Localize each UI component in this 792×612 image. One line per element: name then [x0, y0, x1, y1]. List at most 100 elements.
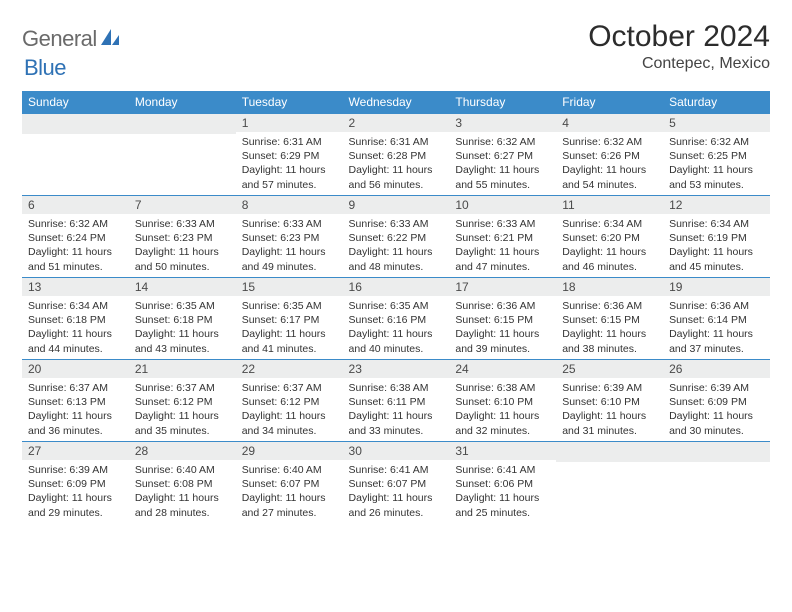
daylight-line: Daylight: 11 hours and 38 minutes. [562, 327, 657, 355]
day-number: 18 [556, 277, 663, 296]
sunset-line: Sunset: 6:18 PM [135, 313, 230, 327]
calendar-day-cell: 23Sunrise: 6:38 AMSunset: 6:11 PMDayligh… [343, 359, 450, 441]
day-number: 13 [22, 277, 129, 296]
sunset-line: Sunset: 6:26 PM [562, 149, 657, 163]
daylight-line: Daylight: 11 hours and 26 minutes. [349, 491, 444, 519]
day-number: 19 [663, 277, 770, 296]
sunset-line: Sunset: 6:06 PM [455, 477, 550, 491]
day-content: Sunrise: 6:32 AMSunset: 6:25 PMDaylight:… [663, 132, 770, 192]
brand-logo: General [22, 20, 123, 52]
weekday-header: Friday [556, 91, 663, 113]
sunset-line: Sunset: 6:10 PM [562, 395, 657, 409]
sunrise-line: Sunrise: 6:40 AM [242, 463, 337, 477]
calendar-day-cell: 25Sunrise: 6:39 AMSunset: 6:10 PMDayligh… [556, 359, 663, 441]
calendar-week-row: 13Sunrise: 6:34 AMSunset: 6:18 PMDayligh… [22, 277, 770, 359]
day-content: Sunrise: 6:36 AMSunset: 6:15 PMDaylight:… [449, 296, 556, 356]
calendar-day-cell [663, 441, 770, 523]
sunset-line: Sunset: 6:23 PM [135, 231, 230, 245]
sunrise-line: Sunrise: 6:37 AM [28, 381, 123, 395]
daylight-line: Daylight: 11 hours and 28 minutes. [135, 491, 230, 519]
daylight-line: Daylight: 11 hours and 29 minutes. [28, 491, 123, 519]
sunrise-line: Sunrise: 6:33 AM [349, 217, 444, 231]
daylight-line: Daylight: 11 hours and 49 minutes. [242, 245, 337, 273]
sunrise-line: Sunrise: 6:38 AM [455, 381, 550, 395]
sunrise-line: Sunrise: 6:33 AM [455, 217, 550, 231]
calendar-week-row: 27Sunrise: 6:39 AMSunset: 6:09 PMDayligh… [22, 441, 770, 523]
calendar-day-cell: 6Sunrise: 6:32 AMSunset: 6:24 PMDaylight… [22, 195, 129, 277]
daylight-line: Daylight: 11 hours and 37 minutes. [669, 327, 764, 355]
sunrise-line: Sunrise: 6:32 AM [28, 217, 123, 231]
day-content: Sunrise: 6:34 AMSunset: 6:18 PMDaylight:… [22, 296, 129, 356]
day-content: Sunrise: 6:39 AMSunset: 6:10 PMDaylight:… [556, 378, 663, 438]
calendar-day-cell: 7Sunrise: 6:33 AMSunset: 6:23 PMDaylight… [129, 195, 236, 277]
day-content: Sunrise: 6:31 AMSunset: 6:28 PMDaylight:… [343, 132, 450, 192]
sunset-line: Sunset: 6:22 PM [349, 231, 444, 245]
daylight-line: Daylight: 11 hours and 55 minutes. [455, 163, 550, 191]
daylight-line: Daylight: 11 hours and 27 minutes. [242, 491, 337, 519]
sunset-line: Sunset: 6:15 PM [562, 313, 657, 327]
calendar-body: 1Sunrise: 6:31 AMSunset: 6:29 PMDaylight… [22, 113, 770, 523]
sunrise-line: Sunrise: 6:35 AM [135, 299, 230, 313]
day-content: Sunrise: 6:34 AMSunset: 6:20 PMDaylight:… [556, 214, 663, 274]
daylight-line: Daylight: 11 hours and 53 minutes. [669, 163, 764, 191]
sunrise-line: Sunrise: 6:36 AM [455, 299, 550, 313]
sunrise-line: Sunrise: 6:39 AM [562, 381, 657, 395]
daylight-line: Daylight: 11 hours and 44 minutes. [28, 327, 123, 355]
sunset-line: Sunset: 6:07 PM [242, 477, 337, 491]
daylight-line: Daylight: 11 hours and 54 minutes. [562, 163, 657, 191]
daylight-line: Daylight: 11 hours and 56 minutes. [349, 163, 444, 191]
weekday-header: Saturday [663, 91, 770, 113]
sunset-line: Sunset: 6:07 PM [349, 477, 444, 491]
sunset-line: Sunset: 6:15 PM [455, 313, 550, 327]
calendar-day-cell: 31Sunrise: 6:41 AMSunset: 6:06 PMDayligh… [449, 441, 556, 523]
daylight-line: Daylight: 11 hours and 48 minutes. [349, 245, 444, 273]
day-number: 30 [343, 441, 450, 460]
day-number: 3 [449, 113, 556, 132]
daylight-line: Daylight: 11 hours and 33 minutes. [349, 409, 444, 437]
day-content: Sunrise: 6:41 AMSunset: 6:07 PMDaylight:… [343, 460, 450, 520]
daylight-line: Daylight: 11 hours and 31 minutes. [562, 409, 657, 437]
sunrise-line: Sunrise: 6:31 AM [349, 135, 444, 149]
calendar-day-cell: 15Sunrise: 6:35 AMSunset: 6:17 PMDayligh… [236, 277, 343, 359]
sunset-line: Sunset: 6:20 PM [562, 231, 657, 245]
day-content: Sunrise: 6:38 AMSunset: 6:11 PMDaylight:… [343, 378, 450, 438]
day-content: Sunrise: 6:33 AMSunset: 6:21 PMDaylight:… [449, 214, 556, 274]
day-number: 24 [449, 359, 556, 378]
daylight-line: Daylight: 11 hours and 36 minutes. [28, 409, 123, 437]
weekday-header: Monday [129, 91, 236, 113]
sunrise-line: Sunrise: 6:41 AM [349, 463, 444, 477]
day-number: 25 [556, 359, 663, 378]
sunset-line: Sunset: 6:16 PM [349, 313, 444, 327]
daylight-line: Daylight: 11 hours and 57 minutes. [242, 163, 337, 191]
sunset-line: Sunset: 6:18 PM [28, 313, 123, 327]
sunset-line: Sunset: 6:08 PM [135, 477, 230, 491]
calendar-day-cell [129, 113, 236, 195]
brand-sail-icon [99, 27, 121, 52]
calendar-day-cell: 16Sunrise: 6:35 AMSunset: 6:16 PMDayligh… [343, 277, 450, 359]
sunrise-line: Sunrise: 6:33 AM [242, 217, 337, 231]
day-content: Sunrise: 6:32 AMSunset: 6:24 PMDaylight:… [22, 214, 129, 274]
day-number: 10 [449, 195, 556, 214]
calendar-day-cell: 5Sunrise: 6:32 AMSunset: 6:25 PMDaylight… [663, 113, 770, 195]
sunrise-line: Sunrise: 6:32 AM [455, 135, 550, 149]
calendar-day-cell: 28Sunrise: 6:40 AMSunset: 6:08 PMDayligh… [129, 441, 236, 523]
day-content: Sunrise: 6:37 AMSunset: 6:13 PMDaylight:… [22, 378, 129, 438]
day-number: 9 [343, 195, 450, 214]
sunset-line: Sunset: 6:11 PM [349, 395, 444, 409]
day-content: Sunrise: 6:31 AMSunset: 6:29 PMDaylight:… [236, 132, 343, 192]
daylight-line: Daylight: 11 hours and 47 minutes. [455, 245, 550, 273]
sunrise-line: Sunrise: 6:36 AM [562, 299, 657, 313]
calendar-day-cell: 30Sunrise: 6:41 AMSunset: 6:07 PMDayligh… [343, 441, 450, 523]
calendar-day-cell: 13Sunrise: 6:34 AMSunset: 6:18 PMDayligh… [22, 277, 129, 359]
sunset-line: Sunset: 6:25 PM [669, 149, 764, 163]
day-number: 31 [449, 441, 556, 460]
calendar-day-cell [556, 441, 663, 523]
daylight-line: Daylight: 11 hours and 41 minutes. [242, 327, 337, 355]
calendar-day-cell: 20Sunrise: 6:37 AMSunset: 6:13 PMDayligh… [22, 359, 129, 441]
sunrise-line: Sunrise: 6:36 AM [669, 299, 764, 313]
sunrise-line: Sunrise: 6:31 AM [242, 135, 337, 149]
daylight-line: Daylight: 11 hours and 32 minutes. [455, 409, 550, 437]
calendar-day-cell: 18 Sunrise: 6:36 AMSunset: 6:15 PMDayligh… [556, 277, 663, 359]
day-content: Sunrise: 6:35 AMSunset: 6:17 PMDaylight:… [236, 296, 343, 356]
day-number: 29 [236, 441, 343, 460]
